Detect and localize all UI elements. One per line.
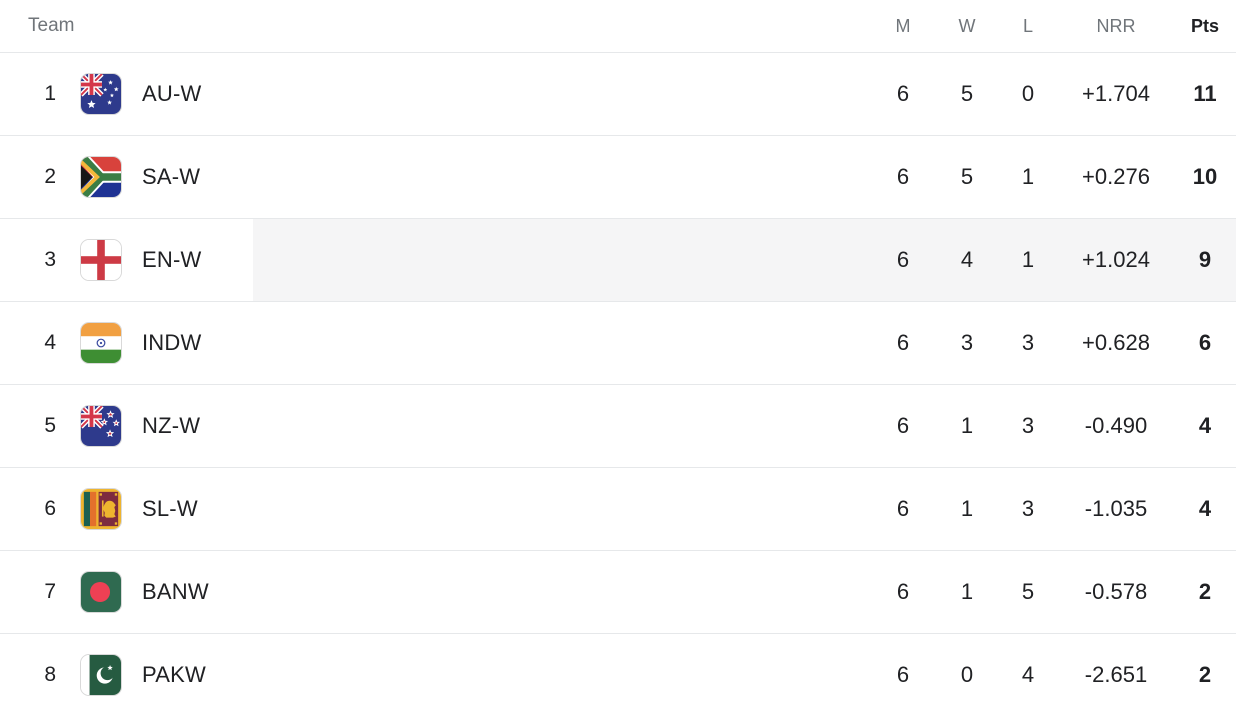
australia-flag [80,73,122,115]
table-row[interactable]: 1 AU-W 6 5 0 +1.704 11 [0,53,1236,136]
south-africa-flag [80,156,122,198]
losses-value: 0 [1021,81,1035,106]
stats-cells: 6 1 5 -0.578 2 [253,551,1236,633]
pts-value: 9 [1198,247,1212,272]
losses-value: 3 [1021,330,1035,355]
england-flag [80,239,122,281]
nrr-value: -0.578 [1084,579,1148,604]
rank-number: 6 [44,497,56,520]
team-cell: 7 BANW [0,551,253,633]
nrr-value: -0.490 [1084,413,1148,438]
table-body: 1 AU-W 6 5 0 +1.704 11 2 SA-W 6 5 1 +0.2… [0,53,1236,704]
rank-number: 4 [44,331,56,354]
column-header-pts: Pts [1190,15,1219,36]
stats-cells: 6 5 1 +0.276 10 [253,136,1236,218]
table-row[interactable]: 4 INDW 6 3 3 +0.628 6 [0,302,1236,385]
column-header-team: Team [28,15,75,36]
matches-value: 6 [896,330,910,355]
wins-value: 0 [960,662,974,687]
stats-cells: 6 1 3 -0.490 4 [253,385,1236,467]
team-name: BANW [142,579,209,604]
team-name: EN-W [142,247,202,272]
team-name: PAKW [142,662,206,687]
matches-value: 6 [896,413,910,438]
team-name: NZ-W [142,413,201,438]
pts-value: 11 [1193,81,1217,106]
team-cell: 6 SL-W [0,468,253,550]
rank-number: 7 [44,580,56,603]
column-header-losses: L [1022,15,1033,36]
stats-cells: 6 3 3 +0.628 6 [253,302,1236,384]
team-cell: 1 AU-W [0,53,253,135]
rank-number: 2 [44,165,56,188]
stats-cells: 6 1 3 -1.035 4 [253,468,1236,550]
matches-value: 6 [896,247,910,272]
bangladesh-flag [80,571,122,613]
column-header-wins: W [958,15,976,36]
table-row[interactable]: 5 NZ-W 6 1 3 -0.490 4 [0,385,1236,468]
pakistan-flag [80,654,122,696]
table-header-row: Team M W L NRR Pts [0,0,1236,53]
india-flag [80,322,122,364]
table-row[interactable]: 6 SL-W 6 1 3 -1.035 4 [0,468,1236,551]
stats-cells: 6 4 1 +1.024 9 [253,219,1236,301]
wins-value: 3 [960,330,974,355]
stats-cells: 6 0 4 -2.651 2 [253,634,1236,704]
rank-number: 1 [44,82,56,105]
team-name: AU-W [142,81,202,106]
matches-value: 6 [896,662,910,687]
table-row[interactable]: 8 PAKW 6 0 4 -2.651 2 [0,634,1236,704]
table-row[interactable]: 7 BANW 6 1 5 -0.578 2 [0,551,1236,634]
matches-value: 6 [896,496,910,521]
nrr-value: +1.024 [1082,247,1150,272]
pts-value: 6 [1198,330,1212,355]
team-name: SA-W [142,164,201,189]
pts-value: 4 [1198,413,1212,438]
table-row[interactable]: 2 SA-W 6 5 1 +0.276 10 [0,136,1236,219]
losses-value: 1 [1021,247,1035,272]
nrr-value: -2.651 [1084,662,1148,687]
team-cell: 3 EN-W [0,219,253,301]
matches-value: 6 [896,81,910,106]
new-zealand-flag [80,405,122,447]
rank-number: 3 [44,248,56,271]
pts-value: 2 [1198,579,1212,604]
rank-number: 8 [44,663,56,686]
team-cell: 4 INDW [0,302,253,384]
nrr-value: -1.035 [1084,496,1148,521]
losses-value: 1 [1021,164,1035,189]
losses-value: 4 [1021,662,1035,687]
team-cell: 2 SA-W [0,136,253,218]
losses-value: 3 [1021,413,1035,438]
losses-value: 5 [1021,579,1035,604]
column-header-nrr: NRR [1096,15,1136,36]
nrr-value: +0.628 [1082,330,1150,355]
sri-lanka-flag [80,488,122,530]
matches-value: 6 [896,164,910,189]
column-header-matches: M [895,15,911,36]
wins-value: 4 [960,247,974,272]
team-cell: 8 PAKW [0,634,253,704]
team-name: INDW [142,330,202,355]
team-cell: 5 NZ-W [0,385,253,467]
wins-value: 5 [960,164,974,189]
wins-value: 1 [960,413,974,438]
matches-value: 6 [896,579,910,604]
pts-value: 10 [1192,164,1218,189]
pts-value: 2 [1198,662,1212,687]
wins-value: 1 [960,579,974,604]
nrr-value: +1.704 [1082,81,1150,106]
rank-number: 5 [44,414,56,437]
losses-value: 3 [1021,496,1035,521]
nrr-value: +0.276 [1082,164,1150,189]
stats-cells: 6 5 0 +1.704 11 [253,53,1236,135]
wins-value: 5 [960,81,974,106]
wins-value: 1 [960,496,974,521]
team-name: SL-W [142,496,198,521]
table-row[interactable]: 3 EN-W 6 4 1 +1.024 9 [0,219,1236,302]
pts-value: 4 [1198,496,1212,521]
